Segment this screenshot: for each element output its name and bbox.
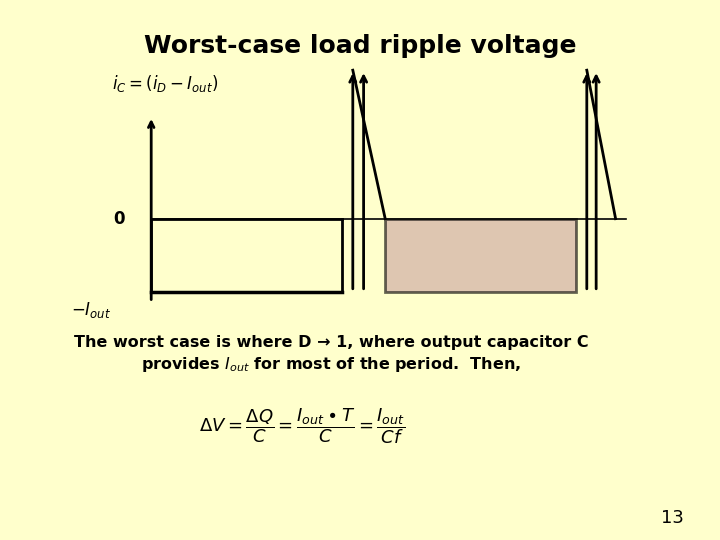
Bar — [385, 219, 576, 292]
Text: $-I_{out}$: $-I_{out}$ — [71, 300, 112, 320]
Text: $i_C = (i_D - I_{out})$: $i_C = (i_D - I_{out})$ — [112, 73, 217, 94]
Text: 13: 13 — [661, 509, 684, 528]
Text: $\mathbf{0}$: $\mathbf{0}$ — [113, 210, 126, 228]
Text: The worst case is where D → 1, where output capacitor C: The worst case is where D → 1, where out… — [74, 335, 588, 350]
Text: $\Delta V = \dfrac{\Delta Q}{C} = \dfrac{I_{out} \bullet T}{C} = \dfrac{I_{out}}: $\Delta V = \dfrac{\Delta Q}{C} = \dfrac… — [199, 407, 405, 447]
Text: provides $I_{out}$ for most of the period.  Then,: provides $I_{out}$ for most of the perio… — [141, 355, 521, 374]
Text: Worst-case load ripple voltage: Worst-case load ripple voltage — [144, 34, 576, 58]
